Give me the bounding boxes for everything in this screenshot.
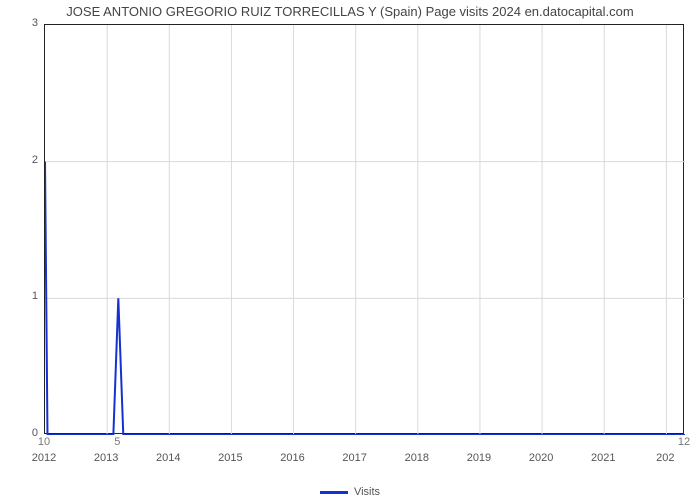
x-tick-label: 202 (656, 452, 674, 464)
x-tick-label: 2021 (591, 452, 615, 464)
chart-title: JOSE ANTONIO GREGORIO RUIZ TORRECILLAS Y… (0, 4, 700, 19)
secondary-label: 10 (38, 436, 50, 448)
x-tick-label: 2014 (156, 452, 180, 464)
plot-svg (45, 25, 685, 435)
legend-swatch (320, 491, 348, 494)
y-tick-label: 3 (14, 17, 38, 29)
chart-container: JOSE ANTONIO GREGORIO RUIZ TORRECILLAS Y… (0, 0, 700, 500)
legend-label: Visits (354, 486, 380, 498)
y-tick-label: 1 (14, 290, 38, 302)
x-tick-label: 2018 (405, 452, 429, 464)
x-tick-label: 2012 (32, 452, 56, 464)
secondary-label: 5 (114, 436, 120, 448)
x-tick-label: 2017 (342, 452, 366, 464)
y-tick-label: 2 (14, 154, 38, 166)
plot-area (44, 24, 684, 434)
x-tick-label: 2016 (280, 452, 304, 464)
x-tick-label: 2019 (467, 452, 491, 464)
x-tick-label: 2015 (218, 452, 242, 464)
secondary-label: 12 (678, 436, 690, 448)
x-tick-label: 2020 (529, 452, 553, 464)
y-tick-label: 0 (14, 427, 38, 439)
legend: Visits (0, 486, 700, 498)
x-tick-label: 2013 (94, 452, 118, 464)
